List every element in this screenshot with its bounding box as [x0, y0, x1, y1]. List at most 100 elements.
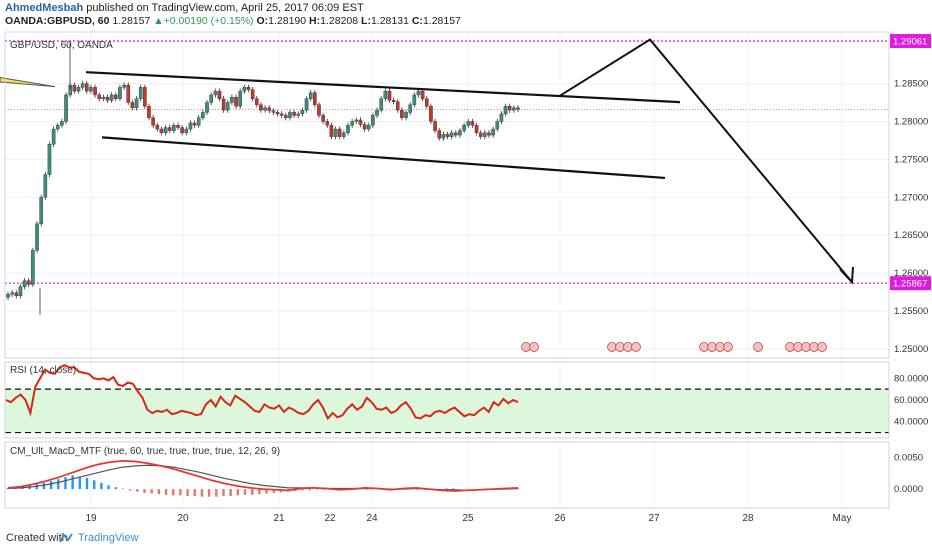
candle-body [466, 121, 471, 126]
candle-body [458, 130, 462, 136]
rsi-y-tick-label: 80.0000 [894, 373, 928, 384]
candle-body [209, 94, 213, 103]
x-tick-label: 24 [366, 513, 378, 524]
low-value: 1.28131 [370, 15, 409, 27]
candle-body [14, 292, 19, 297]
candle-body [76, 87, 81, 92]
candle-body [445, 134, 450, 137]
candle-body [234, 96, 238, 107]
candle-body [296, 113, 301, 116]
x-tick-label: 22 [324, 513, 336, 524]
candle-body [35, 223, 39, 251]
candle-body [300, 109, 305, 115]
candle-body [412, 94, 417, 105]
brand-link[interactable]: TradingView [78, 532, 139, 544]
candle-body [188, 122, 193, 130]
author-link[interactable]: AhmedMesbah [5, 2, 84, 14]
candle-body [333, 128, 338, 137]
chart-canvas[interactable]: 1.29061 1.25867 19 20 21 22 24 25 26 27 28 May 1.28… [0, 28, 932, 528]
candle-body [192, 122, 197, 126]
macd-line [7, 459, 519, 492]
axes: 19 20 21 22 24 25 26 27 28 May 1.28500 1.28000 1.275… [4, 31, 928, 524]
projection-arrowhead [839, 266, 854, 285]
candle-body [134, 98, 139, 109]
candle-body [308, 92, 313, 99]
macd-y-tick-label: 0.0050 [894, 453, 923, 464]
candle-body [196, 117, 201, 126]
candle-body [271, 110, 276, 113]
candle-body [491, 128, 495, 136]
candle-body [213, 90, 218, 96]
economic-events [521, 342, 827, 352]
candle-body [499, 113, 504, 122]
price-level-label: 1.25867 [893, 279, 927, 290]
candlestick-series [6, 41, 520, 315]
pane-border [4, 361, 890, 439]
candle-body [6, 294, 10, 298]
x-tick-label: 21 [273, 513, 285, 524]
candle-body [126, 84, 131, 103]
candle-body [325, 121, 330, 126]
candle-body [337, 128, 342, 137]
candle-body [39, 197, 43, 225]
footer: Created with TradingView [0, 528, 932, 550]
open-value: 1.28190 [268, 15, 307, 27]
candle-body [176, 125, 180, 128]
low-label: L: [361, 15, 371, 27]
candle-body [246, 87, 251, 90]
candle-body [225, 102, 230, 111]
candle-body [51, 128, 56, 145]
x-tick-label: May [833, 513, 852, 524]
rsi-series [5, 364, 889, 434]
pane-border [4, 31, 890, 359]
candle-body [10, 292, 14, 295]
candle-body [47, 144, 52, 175]
candle-body [395, 101, 400, 111]
price-change: +0.00190 (+0.15%) [163, 15, 254, 27]
candle-body [31, 250, 35, 285]
candle-body [503, 106, 508, 115]
candle-body [462, 125, 466, 131]
candle-body [22, 280, 27, 287]
x-tick-label: 20 [177, 513, 189, 524]
candle-body [250, 89, 255, 99]
candle-body [437, 130, 442, 139]
candle-body [416, 90, 421, 96]
candle-body [375, 109, 379, 116]
price-level-tag [890, 34, 931, 49]
candle-body [159, 128, 164, 134]
candle-body [483, 132, 487, 137]
y-tick-label: 1.27500 [894, 154, 928, 165]
y-tick-label: 1.26000 [894, 268, 928, 279]
candle-body [420, 90, 425, 99]
candle-body [408, 104, 412, 113]
trend-drawings [0, 38, 854, 285]
candle-body [470, 121, 475, 126]
event-flag-icon [817, 342, 827, 352]
published-text: published on TradingView.com, April 25, … [83, 2, 364, 14]
channel-upper-line [85, 71, 681, 104]
candle-body [55, 125, 60, 130]
event-flag-icon [753, 342, 763, 352]
candle-body [478, 132, 483, 137]
last-price: 1.28157 [112, 15, 151, 27]
candle-body [474, 125, 479, 134]
candle-body [89, 87, 93, 92]
candle-body [147, 106, 151, 118]
x-tick-label: 19 [85, 513, 97, 524]
y-tick-label: 1.25500 [894, 306, 928, 317]
candle-body [441, 134, 446, 139]
candle-body [109, 94, 114, 101]
yellow-pointer [0, 76, 56, 88]
publish-header: AhmedMesbah published on TradingView.com… [0, 0, 932, 28]
candle-body [342, 132, 346, 137]
candle-body [454, 132, 458, 136]
candle-body [163, 127, 168, 134]
candle-body [101, 96, 106, 99]
close-value: 1.28157 [422, 15, 461, 27]
candle-body [329, 125, 334, 137]
candle-body [93, 87, 97, 96]
candle-body [284, 115, 288, 118]
candle-body [143, 87, 147, 107]
high-label: H: [309, 15, 321, 27]
